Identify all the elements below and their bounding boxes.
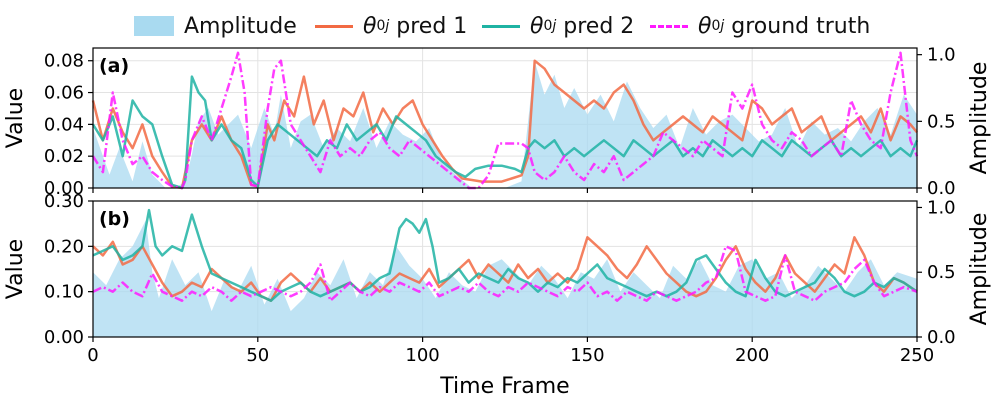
panel-b-ytick-label: 0.20 [44,236,84,257]
panel-b-xtick-label: 100 [405,345,439,366]
panel-a-y2tick-label: 0.5 [927,111,956,132]
legend-superscript: j [385,18,390,34]
legend-symbol-theta: θ [698,13,712,39]
legend-superscript: j [552,18,557,34]
panel-b-xtick-label: 200 [735,345,769,366]
legend-label-pred1: pred 1 [396,13,468,39]
panel-a-ytick-label: 0.06 [44,83,84,104]
panel-b-series-pred2 [92,208,918,302]
panel-a-series-pred2 [91,75,919,190]
panel-b-ytick-label: 0.30 [44,191,84,212]
panel-a-series-pred1 [91,59,918,190]
panel-b-xtick-label: 0 [87,345,98,366]
legend-swatch-amplitude [134,16,174,36]
panel-b-label: (b) [99,208,130,230]
panel-a-series-ground-truth [91,51,919,190]
panel-a-y2tick-label: 1.0 [927,45,956,66]
panel-b-xtick-label: 150 [570,345,604,366]
legend-subscript: 0 [543,18,553,34]
legend-label-gt: ground truth [731,13,871,39]
legend-swatch-gt [650,24,688,28]
panel-b-ylabel-right: Amplitude [967,213,992,326]
legend-swatch-pred2 [482,24,520,28]
panel-b-series-ground-truth [92,245,918,302]
panel-a-y2tick-label: 0.0 [927,178,956,199]
panel-a-ylabel: Value [3,88,28,148]
legend-subscript: 0 [376,18,386,34]
legend-superscript: j [720,18,725,34]
panel-b-y2tick-label: 1.0 [927,197,956,218]
legend-swatch-pred1 [315,24,353,28]
legend-item-amplitude: Amplitude [134,10,297,42]
panel-b-y2tick-label: 0.5 [927,262,956,283]
legend-label-amplitude: Amplitude [184,13,297,39]
panel-a-amplitude-area [93,61,917,189]
panel-b-series-pred1 [92,236,918,302]
panel-a-ytick-label: 0.04 [44,114,84,135]
panel-b-frame [92,200,918,338]
panel-a-frame [92,47,918,189]
panel-b-xtick-label: 250 [900,345,934,366]
panel-a-label: (a) [99,55,129,77]
legend-label-pred2: pred 2 [563,13,635,39]
panel-b-ylabel: Value [3,239,28,299]
legend-symbol-theta: θ [530,13,544,39]
x-axis-label: Time Frame [439,374,569,399]
panel-b-xtick-label: 50 [246,345,269,366]
panel-a-ytick-label: 0.02 [44,146,84,167]
panel-a-ytick-label: 0.00 [44,178,84,199]
legend-symbol-theta: θ [363,13,377,39]
panel-b-ytick-label: 0.10 [44,282,84,303]
panel-b-y2tick-label: 0.0 [927,327,956,348]
panel-a-ytick-label: 0.08 [44,51,84,72]
panel-b-ytick-label: 0.00 [44,327,84,348]
panel-a-ylabel-right: Amplitude [967,62,992,175]
legend-subscript: 0 [711,18,721,34]
